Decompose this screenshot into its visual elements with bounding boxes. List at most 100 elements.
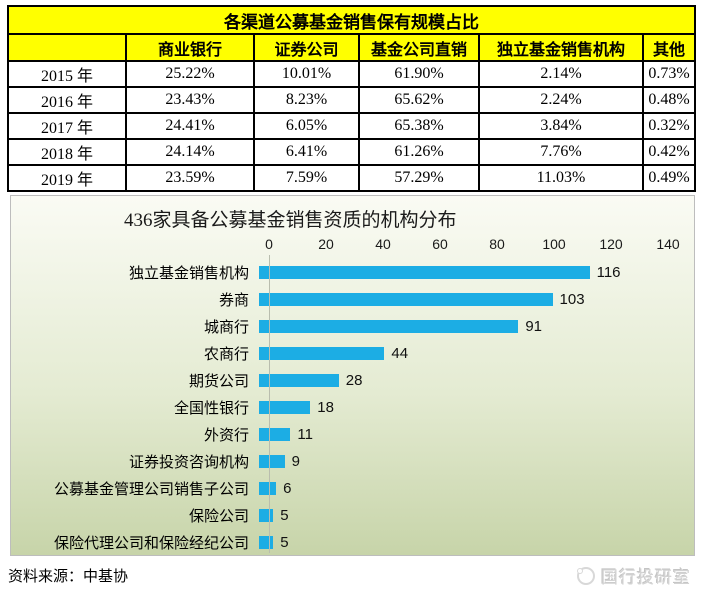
chart-row: 期货公司 28 [11,367,694,394]
bars-area: 独立基金销售机构 116 券商 103 城商行 91 农商行 44 期货公司 2… [11,255,694,556]
value-cell: 61.26% [358,138,480,166]
category-label: 证券投资咨询机构 [128,455,249,471]
table-row: 2016 年 23.43% 8.23% 65.62% 2.24% 0.48% [7,86,697,114]
value-cell: 25.22% [125,60,255,88]
value-cell: 24.14% [125,138,255,166]
category-label: 全国性银行 [173,401,249,417]
axis-tick: 100 [542,236,566,252]
data-source-text: 资料来源：中基协 [8,569,129,585]
axis-tick: 80 [489,236,505,252]
category-label: 券商 [218,293,249,309]
axis-tick: 60 [432,236,448,252]
value-cell: 0.73% [641,60,697,88]
table-row: 2015 年 25.22% 10.01% 61.90% 2.14% 0.73% [7,60,697,88]
footer: 资料来源：中基协 国行投研室 [8,563,691,588]
bar-value-label: 11 [297,426,313,443]
year-cell: 2018 年 [7,138,127,166]
category-label: 保险公司 [188,509,249,525]
column-header [7,33,127,62]
value-cell: 2.24% [478,86,644,114]
table-title-row: 各渠道公募基金销售保有规模占比 [6,5,697,35]
bar-value-label: 6 [283,480,292,497]
bar-value-label: 5 [280,534,289,551]
chart-row: 保险代理公司和保险经纪公司 5 [11,529,694,556]
table-row: 2019 年 23.59% 7.59% 57.29% 11.03% 0.49% [7,164,697,192]
brand-logo: 国行投研室 [577,563,691,588]
value-cell: 6.05% [253,112,360,140]
column-header: 商业银行 [125,33,255,62]
value-cell: 0.32% [641,112,697,140]
bar-value-label: 116 [596,264,621,281]
table-title: 各渠道公募基金销售保有规模占比 [6,5,697,35]
y-axis-line [269,255,270,553]
channel-share-table: 各渠道公募基金销售保有规模占比 商业银行 证券公司 基金公司直销 独立基金销售机… [6,5,697,192]
bar [259,320,519,333]
table-row: 2018 年 24.14% 6.41% 61.26% 7.76% 0.42% [7,138,697,166]
category-label: 公募基金管理公司销售子公司 [53,482,249,498]
bar [259,536,274,549]
brand-logo-text: 国行投研室 [601,568,691,587]
bar [259,401,311,414]
bar-value-label: 103 [559,291,585,308]
value-cell: 8.23% [253,86,360,114]
value-cell: 2.14% [478,60,644,88]
value-cell: 11.03% [478,164,644,192]
value-cell: 65.62% [358,86,480,114]
value-cell: 0.42% [641,138,697,166]
category-label: 农商行 [203,347,249,363]
category-label: 外资行 [203,428,249,444]
value-cell: 0.48% [641,86,697,114]
value-cell: 65.38% [358,112,480,140]
bar [259,509,274,522]
column-header: 基金公司直销 [358,33,480,62]
value-cell: 7.59% [253,164,360,192]
chart-row: 证券投资咨询机构 9 [11,448,694,475]
institutions-bar-chart: 436家具备公募基金销售资质的机构分布 0 20 40 60 80 100 12… [10,195,695,556]
axis-tick: 120 [599,236,623,252]
bar-value-label: 44 [391,345,409,362]
category-label: 保险代理公司和保险经纪公司 [53,536,249,552]
bar-value-label: 28 [345,372,363,389]
bar [259,266,590,279]
value-cell: 7.76% [478,138,644,166]
category-label: 独立基金销售机构 [128,266,249,282]
chart-row: 全国性银行 18 [11,394,694,421]
bar [259,347,385,360]
axis-tick: 140 [656,236,680,252]
bar [259,374,339,387]
chart-row: 保险公司 5 [11,502,694,529]
bar [259,455,285,468]
axis-tick: 40 [375,236,391,252]
bar [259,293,553,306]
column-header: 独立基金销售机构 [478,33,644,62]
category-label: 期货公司 [188,374,249,390]
column-header: 证券公司 [253,33,360,62]
category-label: 城商行 [203,320,249,336]
column-header: 其他 [641,33,697,62]
year-cell: 2019 年 [7,164,127,192]
chart-row: 外资行 11 [11,421,694,448]
chart-row: 券商 103 [11,286,694,313]
axis-tick: 0 [265,236,273,252]
year-cell: 2015 年 [7,60,127,88]
globe-icon [577,566,595,585]
year-cell: 2017 年 [7,112,127,140]
table-row: 2017 年 24.41% 6.05% 65.38% 3.84% 0.32% [7,112,697,140]
value-cell: 3.84% [478,112,644,140]
axis-tick: 20 [318,236,334,252]
value-cell: 61.90% [358,60,480,88]
value-cell: 10.01% [253,60,360,88]
bar-value-label: 5 [280,507,289,524]
value-cell: 0.49% [641,164,697,192]
value-cell: 23.43% [125,86,255,114]
bar [259,482,277,495]
bar [259,428,291,441]
value-cell: 23.59% [125,164,255,192]
value-cell: 57.29% [358,164,480,192]
chart-row: 公募基金管理公司销售子公司 6 [11,475,694,502]
value-cell: 24.41% [125,112,255,140]
year-cell: 2016 年 [7,86,127,114]
value-cell: 6.41% [253,138,360,166]
bar-value-label: 18 [317,399,334,416]
chart-title: 436家具备公募基金销售资质的机构分布 [124,210,457,231]
